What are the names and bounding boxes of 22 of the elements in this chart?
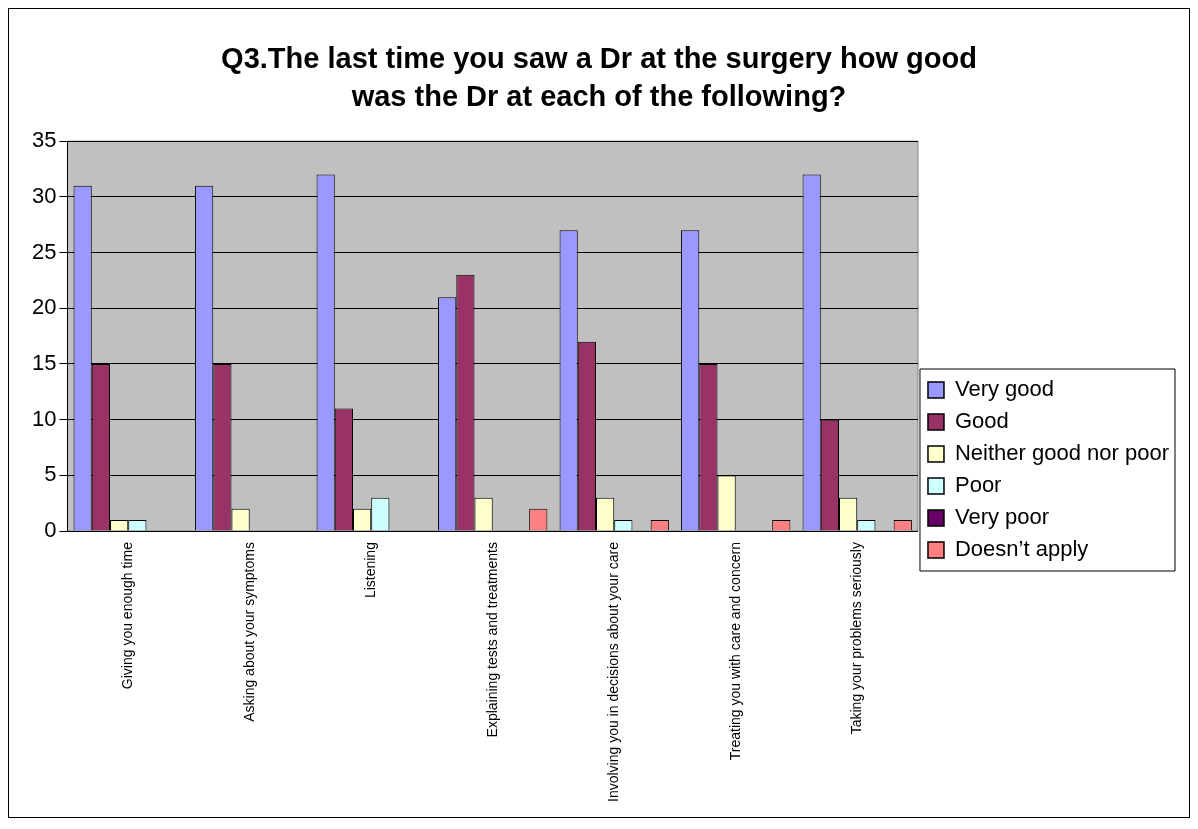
y-tick-label: 30 — [31, 182, 57, 208]
y-tick-label: 0 — [44, 517, 57, 543]
x-tick-label: Involving you in decisions about your care — [605, 541, 622, 803]
x-tick-label: Listening — [362, 542, 379, 599]
x-tick-label: Taking your problems seriously — [848, 542, 865, 735]
y-tick-label: 25 — [31, 238, 57, 264]
chart-title: Q3.The last time you saw a Dr at the surgery how good was the Dr at each of the following? — [220, 41, 978, 114]
x-tick-label: Treating you with care and concern — [726, 542, 743, 761]
x-tick-label: Explaining tests and treatments — [483, 542, 500, 738]
y-tick-label: 5 — [44, 461, 57, 487]
y-tick-label: 15 — [31, 350, 57, 376]
x-tick-label: Giving you enough time — [119, 541, 136, 690]
legend-label: Very poor — [954, 504, 1050, 530]
x-tick-label: Asking about your symptoms — [240, 542, 257, 722]
legend-label: Doesn’t apply — [954, 536, 1089, 562]
legend-label: Good — [954, 408, 1009, 434]
legend-label: Poor — [954, 472, 1002, 498]
y-tick-label: 10 — [31, 405, 57, 431]
legend-label: Neither good nor poor — [954, 440, 1169, 466]
y-tick-label: 35 — [31, 127, 57, 153]
legend-label: Very good — [954, 376, 1055, 402]
y-tick-label: 20 — [31, 294, 57, 320]
